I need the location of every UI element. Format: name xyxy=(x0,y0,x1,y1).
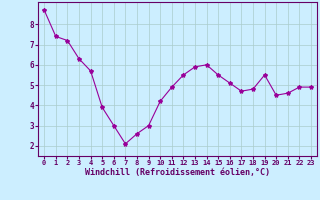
X-axis label: Windchill (Refroidissement éolien,°C): Windchill (Refroidissement éolien,°C) xyxy=(85,168,270,177)
